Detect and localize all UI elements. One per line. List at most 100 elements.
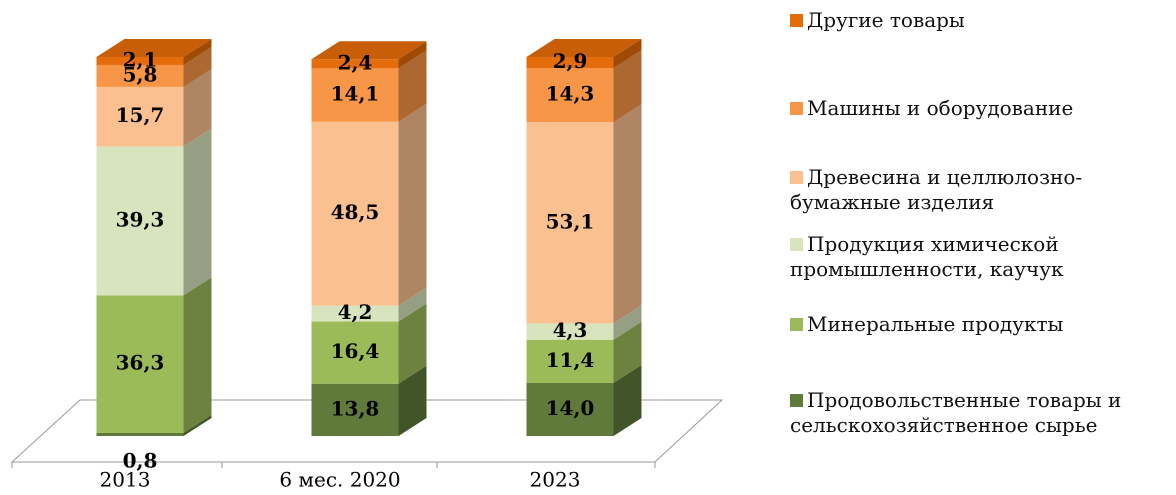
data-label: 2,9	[553, 49, 588, 73]
bar-side-shade	[613, 364, 642, 436]
data-label: 36,3	[116, 351, 165, 375]
bar-top-shade	[526, 39, 642, 57]
bar-side	[613, 49, 642, 123]
data-label: 14,1	[331, 82, 380, 106]
bar-side	[183, 68, 212, 147]
data-label: 39,3	[116, 207, 165, 231]
bar-top	[96, 39, 212, 57]
bar-side-shade	[183, 277, 212, 433]
bar-segment	[96, 295, 184, 433]
bar-side-shade	[398, 303, 427, 384]
data-label: 2,4	[338, 50, 373, 74]
bar-segment	[526, 323, 614, 340]
data-label: 0,8	[123, 449, 158, 473]
bar-side-shade	[613, 321, 642, 383]
bar-side	[398, 41, 427, 69]
bar-side-shade	[183, 128, 212, 296]
bar-side	[183, 39, 212, 65]
legend-swatch	[790, 171, 803, 184]
data-label: 4,2	[338, 300, 373, 324]
legend-label: Древесина и целлюлозно-бумажные изделия	[790, 165, 1083, 214]
bar-segment	[526, 67, 614, 123]
legend-item: Машины и оборудование	[790, 96, 1170, 121]
x-tick-label: 2013	[100, 468, 151, 492]
bar-side-shade	[398, 50, 427, 122]
legend-swatch	[790, 318, 803, 331]
data-label: 14,3	[546, 82, 595, 106]
bar-segment	[96, 57, 184, 65]
bar-side-shade	[398, 365, 427, 436]
bar-segment	[311, 305, 399, 322]
bar-side	[183, 277, 212, 433]
legend-label: Продукция химической промышленности, кау…	[790, 232, 1064, 281]
data-label: 14,0	[546, 396, 595, 420]
legend-label: Продовольственные товары и сельскохозяйс…	[790, 388, 1122, 437]
bar-side	[398, 303, 427, 384]
data-label: 4,3	[553, 318, 588, 342]
legend-swatch	[790, 238, 803, 251]
bar-side	[398, 365, 427, 436]
legend-item: Продукция химической промышленности, кау…	[790, 232, 1170, 282]
bar-segment	[526, 339, 614, 383]
bar-segment	[526, 57, 614, 68]
legend-item: Минеральные продукты	[790, 312, 1170, 337]
bar-side-shade	[613, 39, 642, 68]
bar-segment	[526, 382, 614, 436]
bar-segment	[311, 321, 399, 384]
bar-side	[613, 321, 642, 383]
x-tick-label: 2023	[530, 468, 581, 492]
bar-segment	[526, 122, 614, 324]
bar-segment	[96, 432, 184, 436]
bar-segment	[96, 146, 184, 296]
bar-side	[613, 305, 642, 340]
legend-item: Другие товары	[790, 8, 1170, 33]
data-label: 13,8	[331, 396, 380, 420]
legend-label: Машины и оборудование	[807, 96, 1074, 120]
bar-top-shade	[96, 39, 212, 57]
data-label: 15,7	[116, 103, 165, 127]
x-tick-label: 6 мес. 2020	[279, 468, 400, 492]
legend-swatch	[790, 394, 803, 407]
data-label: 5,8	[123, 62, 158, 86]
data-label: 2,1	[123, 47, 158, 71]
bar-segment	[96, 64, 184, 87]
bar-side	[398, 287, 427, 322]
bar-side-shade	[613, 104, 642, 324]
bar-segment	[311, 383, 399, 436]
legend-item: Продовольственные товары и сельскохозяйс…	[790, 388, 1170, 438]
legend-swatch	[790, 14, 803, 27]
bar-side-shade	[398, 41, 427, 69]
bar-side	[398, 50, 427, 122]
bar-segment	[311, 68, 399, 122]
bar-segment	[311, 121, 399, 306]
bar-top	[526, 39, 642, 57]
bar-side	[613, 364, 642, 436]
bar-side-shade	[183, 46, 212, 87]
data-label: 11,4	[546, 348, 595, 372]
bar-segment	[311, 59, 399, 69]
bar-side	[398, 103, 427, 306]
bar-side	[183, 46, 212, 87]
bar-side-shade	[183, 39, 212, 65]
legend-swatch	[790, 102, 803, 115]
legend-label: Минеральные продукты	[807, 312, 1064, 336]
legend-item: Древесина и целлюлозно-бумажные изделия	[790, 165, 1170, 215]
bar-side-shade	[398, 287, 427, 322]
legend-label: Другие товары	[807, 8, 965, 32]
bar-side	[613, 39, 642, 68]
bar-side-shade	[613, 305, 642, 340]
bar-top-shade	[311, 41, 427, 60]
bar-side-shade	[183, 414, 212, 436]
data-label: 48,5	[331, 200, 380, 224]
bar-top	[311, 41, 427, 60]
data-label: 16,4	[331, 339, 380, 363]
bar-side-shade	[398, 103, 427, 306]
bar-side-shade	[613, 49, 642, 123]
data-label: 53,1	[546, 209, 595, 233]
bar-side	[183, 414, 212, 436]
bar-side-shade	[183, 68, 212, 147]
bar-segment	[96, 86, 184, 147]
bar-side	[183, 128, 212, 296]
